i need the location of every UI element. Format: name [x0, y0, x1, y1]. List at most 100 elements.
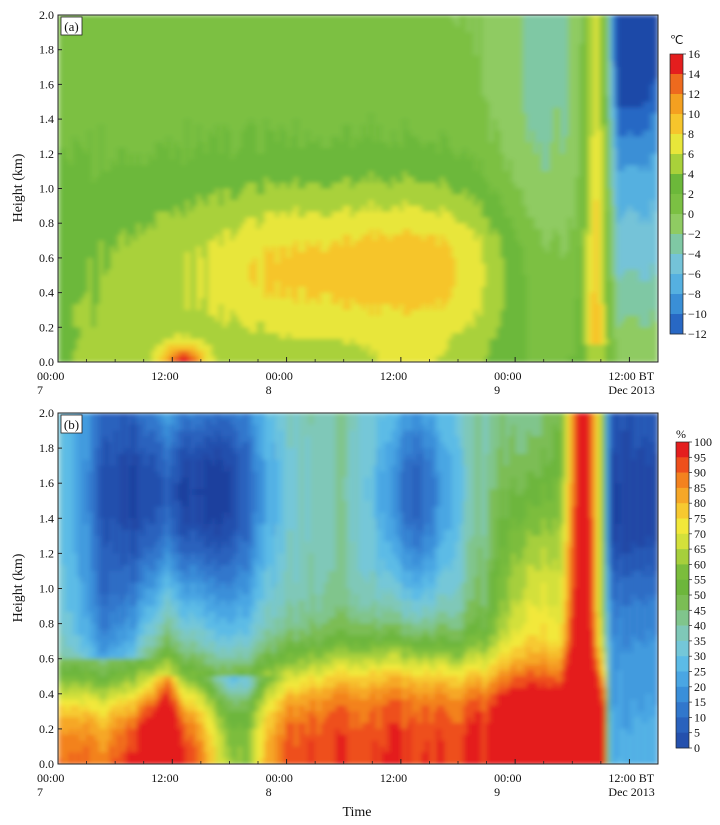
panel-b-xtick-sublabel: Dec 2013 [608, 785, 654, 799]
panel-a-colorbar-label: 2 [688, 187, 694, 201]
panel-a-ytick-label: 0.0 [39, 355, 54, 369]
panel-b-colorbar-swatch [676, 457, 689, 473]
panel-b-colorbar-swatch [676, 732, 689, 749]
panel-a-ytick-label: 1.6 [39, 77, 54, 91]
panel-b-colorbar-label: 75 [694, 512, 706, 526]
panel-b-ytick-label: 1.6 [39, 476, 54, 490]
panel-b-colorbar-label: 35 [694, 634, 706, 648]
panel-a-colorbar: 16 14 12 10 8 6 4 2 0 −2 −4 −6 −8 −10 −12 [669, 47, 707, 341]
panel-b-colorbar-label: 85 [694, 481, 706, 495]
panel-b-ytick-label: 1.4 [39, 511, 54, 525]
panel-b-ytick-label: 1.2 [39, 546, 54, 560]
panel-a-colorbar-swatch [670, 134, 683, 155]
panel-b-colorbar-label: 25 [694, 665, 706, 679]
panel-b-xtick-sublabel: 7 [37, 785, 43, 799]
panel-a-xtick-label: 00:00 [37, 369, 64, 383]
panel-a-colorbar-swatch [670, 174, 683, 195]
panel-a-colorbar-swatch [670, 234, 683, 255]
panel-a-colorbar-unit: ℃ [670, 33, 683, 47]
panel-a-colorbar-label: −6 [688, 267, 701, 281]
panel-a-colorbar-label: 10 [688, 107, 700, 121]
panel-b-colorbar-swatch [676, 595, 689, 611]
panel-b-colorbar-swatch [676, 640, 689, 657]
panel-a-xtick-sublabel: 8 [266, 383, 272, 397]
panel-a-colorbar-swatch [670, 254, 683, 275]
panel-b-xtick-label: 12:00 [380, 771, 407, 785]
panel-a-colorbar-label: 6 [688, 147, 694, 161]
panel-a-colorbar-label: −2 [688, 227, 701, 241]
panel-a-colorbar-label: 0 [688, 207, 694, 221]
panel-b-colorbar-label: 45 [694, 603, 706, 617]
panel-b-colorbar-swatch [676, 564, 689, 580]
panel-a-colorbar-swatch [670, 274, 683, 295]
panel-b-xlabel: Time [342, 805, 371, 820]
panel-a-colorbar-label: 16 [688, 47, 700, 61]
panel-a-ytick-label: 1.0 [39, 182, 54, 196]
panel-a-xtick-label: 12:00 BT [608, 369, 654, 383]
panel-a-xtick-label: 12:00 [151, 369, 178, 383]
panel-a-label: (a) [64, 19, 78, 34]
panel-b-colorbar-swatch [676, 442, 689, 458]
panel-b-xtick-label: 00:00 [37, 771, 64, 785]
panel-b-colorbar-label: 40 [694, 619, 706, 633]
panel-b-colorbar-swatch [676, 503, 689, 519]
panel-b-colorbar-label: 60 [694, 557, 706, 571]
panel-b-ytick-label: 0.8 [39, 617, 54, 631]
panel-b-colorbar-label: 95 [694, 450, 706, 464]
panel-a-colorbar-swatch [670, 214, 683, 235]
panel-b-ytick-label: 0.2 [39, 722, 54, 736]
panel-a-colorbar-swatch [670, 54, 683, 75]
panel-b-ytick-label: 0.0 [39, 757, 54, 771]
panel-a-colorbar-swatch [670, 114, 683, 135]
panel-b-colorbar-label: 80 [694, 496, 706, 510]
panel-a-xtick-sublabel: 9 [494, 383, 500, 397]
panel-b-xtick-sublabel: 9 [494, 785, 500, 799]
panel-b-xtick-label: 00:00 [266, 771, 293, 785]
panel-a-ytick-label: 0.2 [39, 320, 54, 334]
panel-a-colorbar-label: 4 [688, 167, 694, 181]
panel-a-colorbar-label: −4 [688, 247, 701, 261]
panel-b: (b) Height (km) 0.0 0.2 0.4 0.6 0.8 1.0 1.2 1.4… [11, 406, 712, 820]
panel-a-colorbar-label: 8 [688, 127, 694, 141]
panel-b-colorbar-label: 15 [694, 695, 706, 709]
panel-a-ytick-label: 1.2 [39, 147, 54, 161]
panel-b-xtick-sublabel: 8 [266, 785, 272, 799]
panel-b-colorbar-swatch [676, 671, 689, 688]
panel-a-ytick-label: 0.4 [39, 286, 54, 300]
panel-b-ytick-label: 0.4 [39, 687, 54, 701]
panel-a-xtick-sublabel: Dec 2013 [608, 383, 654, 397]
panel-a-colorbar-label: −12 [688, 327, 707, 341]
panel-b-ylabel: Height (km) [11, 553, 26, 622]
panel-a-heatmap-field [58, 15, 658, 362]
panel-b-colorbar-label: 100 [694, 435, 712, 449]
panel-b-colorbar-label: 50 [694, 588, 706, 602]
panel-a-ylabel: Height (km) [11, 153, 26, 222]
panel-b-colorbar-swatch [676, 717, 689, 733]
panel-b-ytick-label: 2.0 [39, 406, 54, 420]
panel-b-colorbar-swatch [676, 472, 689, 489]
panel-b-colorbar-swatch [676, 579, 689, 596]
panel-b-ytick-label: 0.6 [39, 652, 54, 666]
panel-a-colorbar-swatch [670, 74, 683, 95]
panel-a-xtick-label: 00:00 [266, 369, 293, 383]
panel-b-colorbar-label: 10 [694, 710, 706, 724]
panel-a-colorbar-swatch [670, 154, 683, 175]
panel-b-heatmap-field [58, 413, 658, 764]
panel-b-colorbar-swatch [676, 656, 689, 672]
panel-b-xtick-label: 00:00 [494, 771, 521, 785]
panel-a-ytick-label: 1.8 [39, 43, 54, 57]
panel-a-colorbar-label: 12 [688, 87, 700, 101]
panel-b-colorbar-label: 30 [694, 649, 706, 663]
panel-a-ytick-label: 1.4 [39, 112, 54, 126]
panel-a-colorbar-swatch [670, 294, 683, 315]
panel-b-colorbar-label: 70 [694, 527, 706, 541]
panel-a-yaxis: 0.0 0.2 0.4 0.6 0.8 1.0 1.2 1.4 1.6 1.8 2.0 [39, 8, 62, 369]
panel-a-ytick-label: 0.6 [39, 251, 54, 265]
panel-b-colorbar-label: 65 [694, 542, 706, 556]
panel-b-colorbar-label: 90 [694, 466, 706, 480]
panel-b-xtick-label: 12:00 BT [608, 771, 654, 785]
panel-b-label-box: (b) [60, 414, 83, 434]
panel-a-colorbar-label: −10 [688, 307, 707, 321]
